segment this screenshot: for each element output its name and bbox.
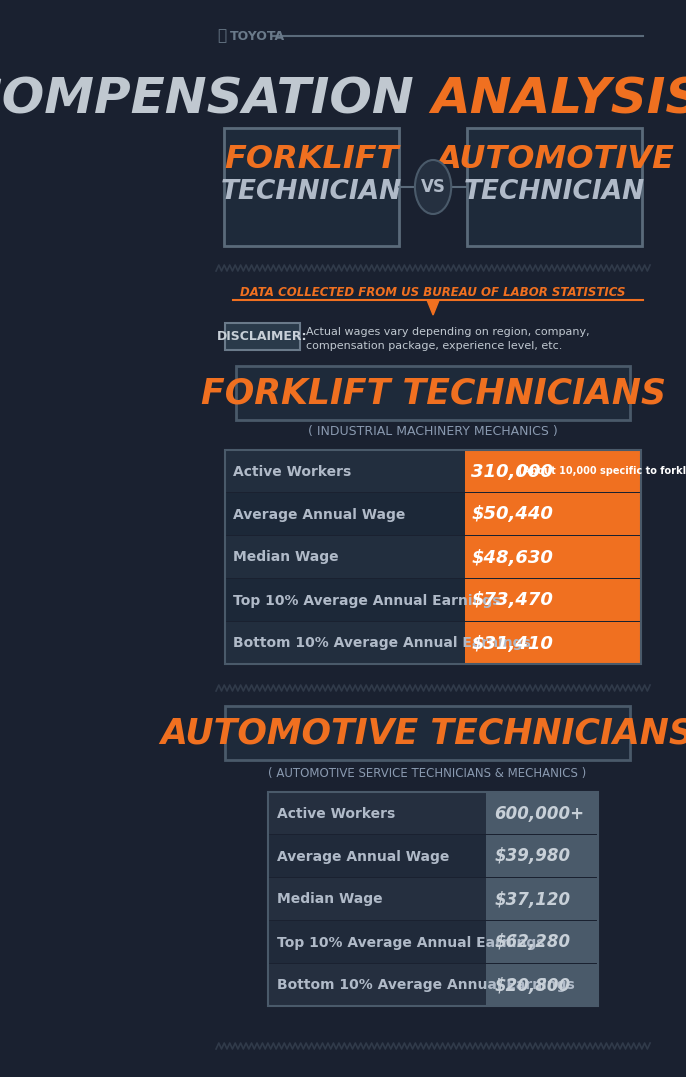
Text: Top 10% Average Annual Earnings: Top 10% Average Annual Earnings	[276, 936, 544, 950]
Text: TECHNICIAN: TECHNICIAN	[464, 179, 646, 205]
Text: Bottom 10% Average Annual Earnings: Bottom 10% Average Annual Earnings	[233, 637, 530, 651]
FancyBboxPatch shape	[225, 623, 464, 665]
Text: Active Workers: Active Workers	[233, 464, 351, 478]
Text: (About 10,000 specific to forklifts): (About 10,000 specific to forklifts)	[515, 466, 686, 476]
Text: TECHNICIAN: TECHNICIAN	[221, 179, 402, 205]
Text: Bottom 10% Average Annual Earnings: Bottom 10% Average Annual Earnings	[276, 979, 574, 993]
FancyBboxPatch shape	[268, 964, 486, 1006]
Text: DISCLAIMER:: DISCLAIMER:	[217, 331, 308, 344]
Text: TOYOTA: TOYOTA	[230, 29, 285, 42]
FancyBboxPatch shape	[486, 964, 598, 1006]
Text: Ⓣ: Ⓣ	[217, 28, 226, 43]
FancyBboxPatch shape	[268, 835, 486, 877]
Circle shape	[415, 160, 451, 214]
FancyBboxPatch shape	[464, 450, 641, 492]
Text: $62,280: $62,280	[494, 934, 570, 951]
Text: AUTOMOTIVE TECHNICIANS: AUTOMOTIVE TECHNICIANS	[160, 716, 686, 750]
Text: Actual wages vary depending on region, company,: Actual wages vary depending on region, c…	[306, 327, 590, 337]
FancyBboxPatch shape	[464, 493, 641, 535]
Text: COMPENSATION: COMPENSATION	[0, 76, 431, 124]
FancyBboxPatch shape	[268, 878, 486, 920]
Text: $31,410: $31,410	[471, 634, 553, 653]
Text: ( INDUSTRIAL MACHINERY MECHANICS ): ( INDUSTRIAL MACHINERY MECHANICS )	[308, 425, 558, 438]
FancyBboxPatch shape	[464, 623, 641, 665]
Text: $39,980: $39,980	[494, 848, 570, 866]
Text: Top 10% Average Annual Earnings: Top 10% Average Annual Earnings	[233, 593, 500, 607]
Text: Average Annual Wage: Average Annual Wage	[233, 507, 405, 521]
FancyBboxPatch shape	[225, 450, 464, 492]
Polygon shape	[427, 300, 439, 314]
Text: 310,000: 310,000	[471, 462, 553, 480]
FancyBboxPatch shape	[236, 366, 630, 420]
FancyBboxPatch shape	[467, 128, 642, 246]
FancyBboxPatch shape	[464, 536, 641, 578]
FancyBboxPatch shape	[225, 536, 464, 578]
Text: DATA COLLECTED FROM US BUREAU OF LABOR STATISTICS: DATA COLLECTED FROM US BUREAU OF LABOR S…	[240, 285, 626, 298]
Text: ( AUTOMOTIVE SERVICE TECHNICIANS & MECHANICS ): ( AUTOMOTIVE SERVICE TECHNICIANS & MECHA…	[268, 768, 586, 781]
FancyBboxPatch shape	[224, 128, 399, 246]
FancyBboxPatch shape	[486, 878, 598, 920]
Text: FORKLIFT: FORKLIFT	[224, 144, 399, 176]
Text: ANALYSIS: ANALYSIS	[431, 76, 686, 124]
FancyBboxPatch shape	[486, 792, 598, 834]
Text: $50,440: $50,440	[471, 505, 553, 523]
Text: $73,470: $73,470	[471, 591, 553, 610]
Text: $48,630: $48,630	[471, 548, 553, 567]
Text: Active Workers: Active Workers	[276, 807, 394, 821]
FancyBboxPatch shape	[225, 579, 464, 621]
Text: compensation package, experience level, etc.: compensation package, experience level, …	[306, 341, 563, 351]
Text: $20,800: $20,800	[494, 977, 570, 994]
Text: Median Wage: Median Wage	[233, 550, 338, 564]
FancyBboxPatch shape	[225, 707, 630, 760]
FancyBboxPatch shape	[464, 579, 641, 621]
Text: 600,000+: 600,000+	[494, 805, 584, 823]
FancyBboxPatch shape	[486, 835, 598, 877]
Text: FORKLIFT TECHNICIANS: FORKLIFT TECHNICIANS	[200, 376, 665, 410]
Text: AUTOMOTIVE: AUTOMOTIVE	[436, 144, 674, 176]
FancyBboxPatch shape	[268, 921, 486, 963]
FancyBboxPatch shape	[225, 493, 464, 535]
Text: Median Wage: Median Wage	[276, 893, 382, 907]
Text: Average Annual Wage: Average Annual Wage	[276, 850, 449, 864]
FancyBboxPatch shape	[225, 323, 300, 350]
Text: $37,120: $37,120	[494, 891, 570, 909]
Text: VS: VS	[421, 178, 445, 196]
FancyBboxPatch shape	[486, 921, 598, 963]
FancyBboxPatch shape	[268, 792, 486, 834]
